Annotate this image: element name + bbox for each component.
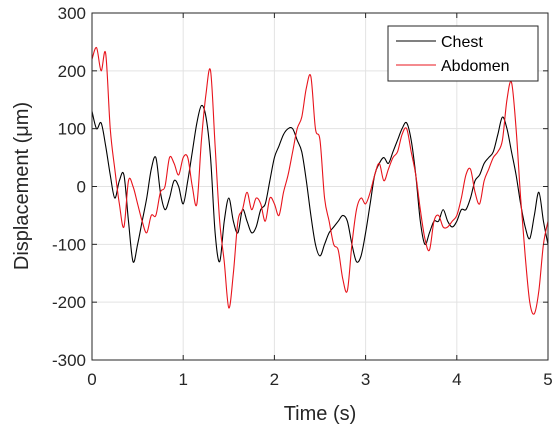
x-tick-label: 0 (87, 370, 96, 389)
y-tick-label: -200 (52, 293, 86, 312)
gridlines (91, 12, 549, 361)
series-line-abdomen (91, 47, 549, 315)
x-tick-label: 4 (452, 370, 461, 389)
y-axis-label: Displacement (μm) (11, 102, 33, 270)
y-tick-label: -100 (52, 235, 86, 254)
y-tick-label: 0 (77, 178, 86, 197)
ticks: 0 1 2 3 4 5 -300 -200 -100 0 100 200 300 (52, 4, 553, 389)
x-tick-label: 5 (543, 370, 552, 389)
legend-label-abdomen: Abdomen (441, 58, 510, 75)
series-layer (91, 47, 549, 315)
y-tick-label: 100 (58, 120, 86, 139)
y-tick-label: -300 (52, 351, 86, 370)
y-tick-label: 300 (58, 4, 86, 23)
legend: Chest Abdomen (387, 25, 539, 82)
x-tick-label: 2 (270, 370, 279, 389)
legend-box (387, 25, 539, 82)
x-tick-label: 3 (361, 370, 370, 389)
y-tick-label: 200 (58, 62, 86, 81)
x-tick-label: 1 (178, 370, 187, 389)
legend-label-chest: Chest (441, 34, 483, 51)
x-axis-label: Time (s) (284, 403, 357, 425)
series-line-chest (91, 104, 549, 263)
